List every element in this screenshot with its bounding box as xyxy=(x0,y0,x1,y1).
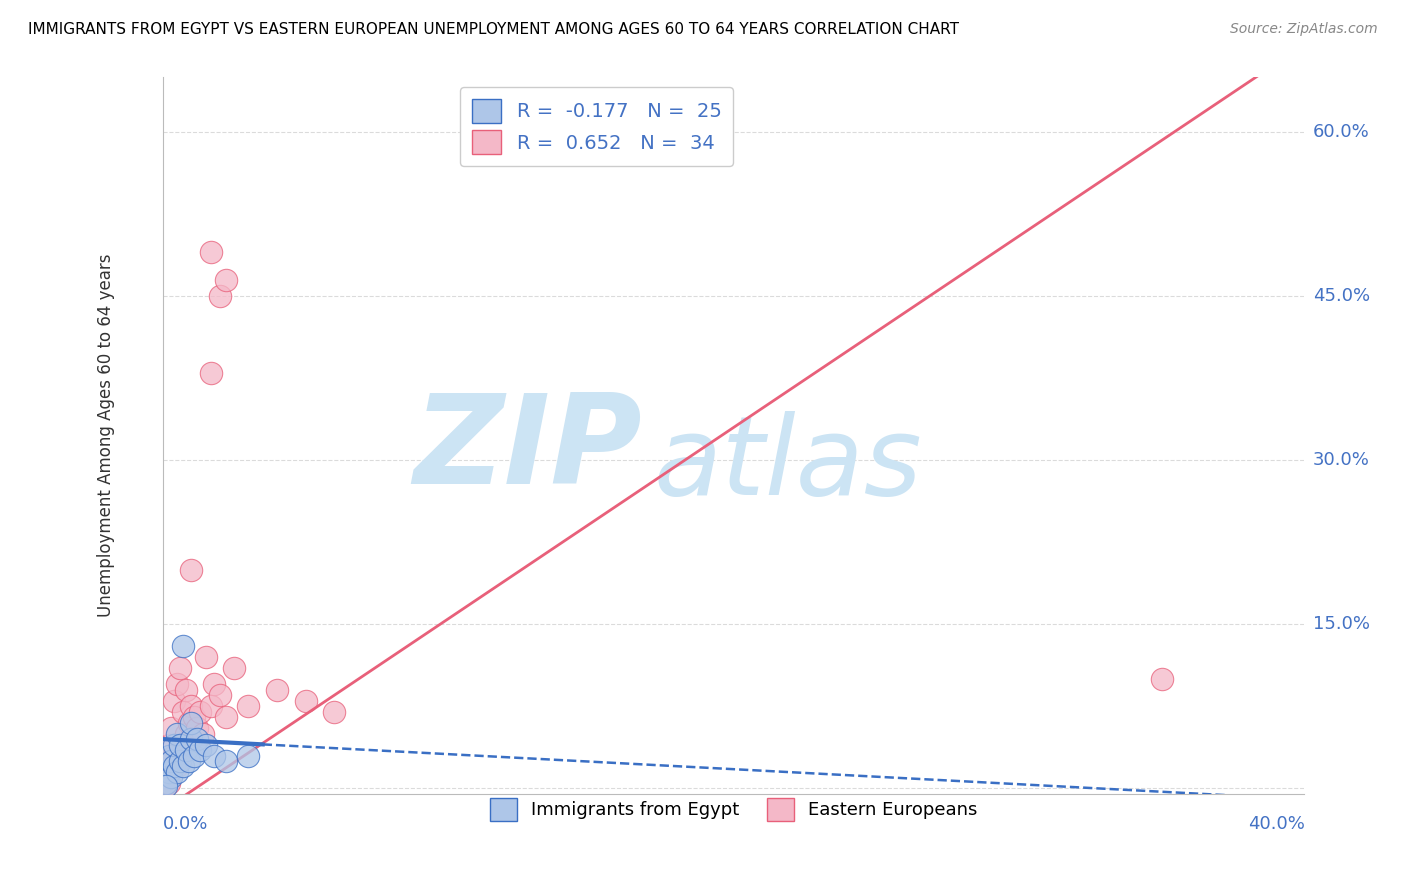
Point xyxy=(166,677,188,691)
Point xyxy=(160,721,183,735)
Point xyxy=(180,699,202,714)
Point xyxy=(180,715,202,730)
Point xyxy=(163,738,186,752)
Point xyxy=(188,743,211,757)
Point xyxy=(186,732,208,747)
Point xyxy=(169,661,191,675)
Text: 40.0%: 40.0% xyxy=(1247,815,1305,833)
Point xyxy=(172,705,194,719)
Legend: Immigrants from Egypt, Eastern Europeans: Immigrants from Egypt, Eastern Europeans xyxy=(482,791,984,828)
Point xyxy=(166,726,188,740)
Point xyxy=(155,776,177,790)
Point xyxy=(163,748,186,763)
Point xyxy=(208,689,231,703)
Point xyxy=(180,732,202,747)
Text: 15.0%: 15.0% xyxy=(1313,615,1369,633)
Text: IMMIGRANTS FROM EGYPT VS EASTERN EUROPEAN UNEMPLOYMENT AMONG AGES 60 TO 64 YEARS: IMMIGRANTS FROM EGYPT VS EASTERN EUROPEA… xyxy=(28,22,959,37)
Point xyxy=(214,710,236,724)
Point xyxy=(157,738,180,752)
Point xyxy=(172,759,194,773)
Point xyxy=(1150,672,1173,686)
Point xyxy=(183,710,205,724)
Point xyxy=(323,705,346,719)
Text: 45.0%: 45.0% xyxy=(1313,287,1369,305)
Point xyxy=(208,289,231,303)
Point xyxy=(155,779,177,793)
Point xyxy=(169,754,191,768)
Text: 60.0%: 60.0% xyxy=(1313,123,1369,141)
Point xyxy=(177,715,200,730)
Point xyxy=(166,759,188,773)
Point xyxy=(194,650,217,665)
Point xyxy=(163,694,186,708)
Point xyxy=(155,776,177,790)
Point xyxy=(266,682,288,697)
Point xyxy=(160,759,183,773)
Point xyxy=(224,661,246,675)
Point xyxy=(186,721,208,735)
Text: Source: ZipAtlas.com: Source: ZipAtlas.com xyxy=(1230,22,1378,37)
Point xyxy=(157,776,180,790)
Point xyxy=(157,764,180,779)
Point xyxy=(191,726,214,740)
Point xyxy=(188,705,211,719)
Point xyxy=(174,682,197,697)
Point xyxy=(172,639,194,653)
Point xyxy=(202,748,225,763)
Point xyxy=(200,245,222,260)
Text: ZIP: ZIP xyxy=(413,390,643,510)
Point xyxy=(174,743,197,757)
Point xyxy=(166,764,188,779)
Point xyxy=(214,273,236,287)
Point xyxy=(294,694,316,708)
Point xyxy=(169,743,191,757)
Point xyxy=(172,738,194,752)
Point xyxy=(160,771,183,785)
Text: 0.0%: 0.0% xyxy=(163,815,208,833)
Text: Unemployment Among Ages 60 to 64 years: Unemployment Among Ages 60 to 64 years xyxy=(97,254,115,617)
Point xyxy=(214,754,236,768)
Point xyxy=(180,563,202,577)
Point xyxy=(238,748,260,763)
Text: atlas: atlas xyxy=(654,411,922,517)
Text: 30.0%: 30.0% xyxy=(1313,451,1369,469)
Point xyxy=(200,366,222,380)
Point xyxy=(202,677,225,691)
Point xyxy=(238,699,260,714)
Point xyxy=(183,748,205,763)
Point xyxy=(177,754,200,768)
Point xyxy=(157,748,180,763)
Point xyxy=(160,754,183,768)
Point xyxy=(174,726,197,740)
Point xyxy=(157,764,180,779)
Point xyxy=(155,754,177,768)
Point xyxy=(163,759,186,773)
Point xyxy=(169,738,191,752)
Point xyxy=(200,699,222,714)
Point xyxy=(194,738,217,752)
